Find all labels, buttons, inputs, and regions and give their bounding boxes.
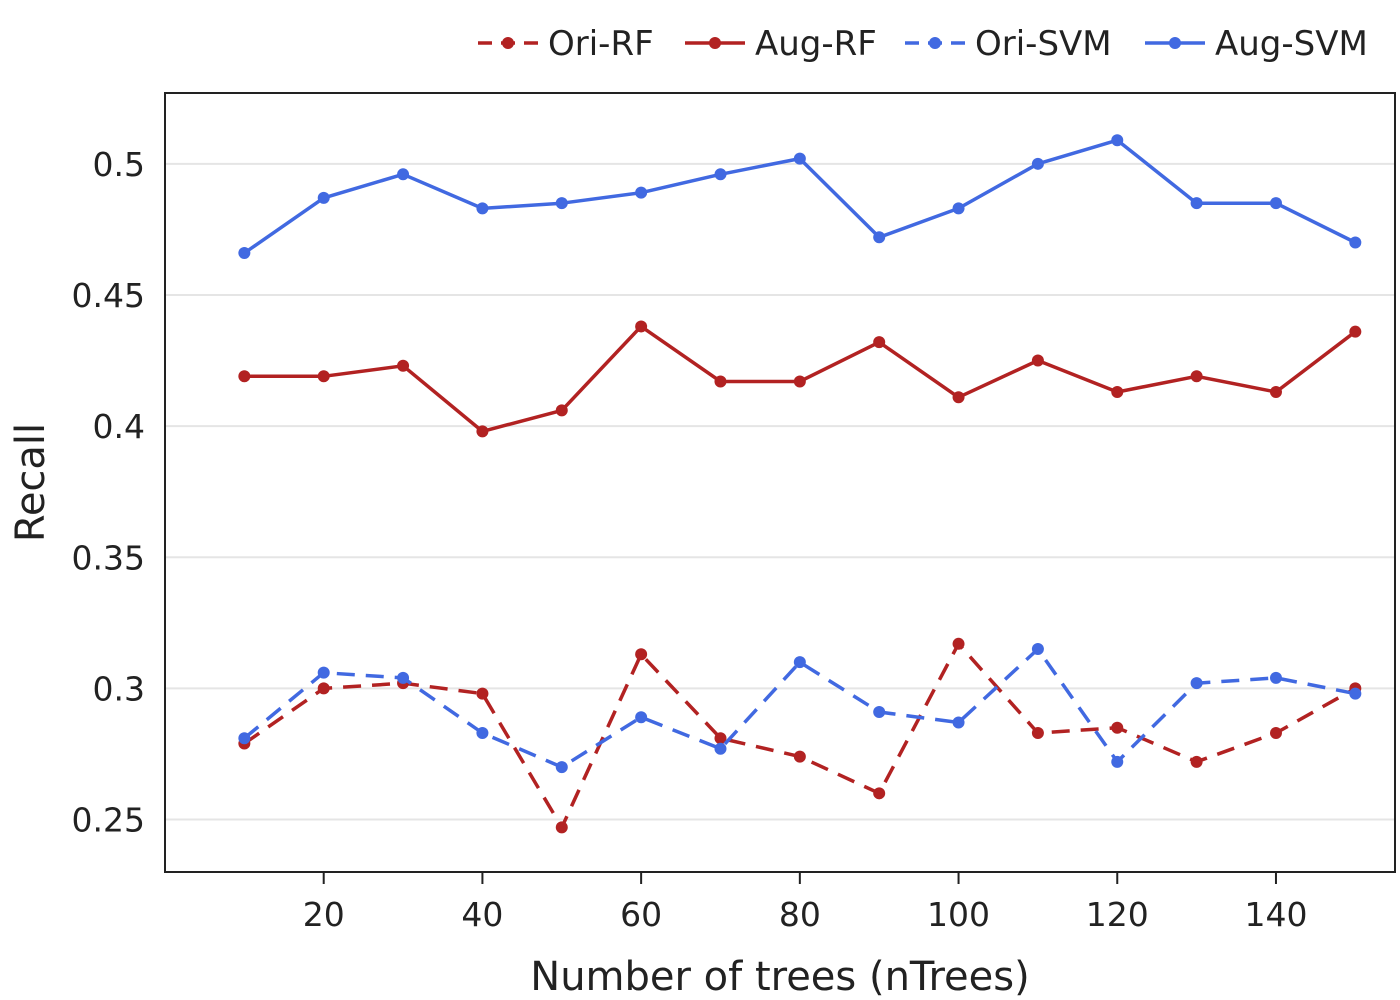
data-point-ori-rf [714, 732, 727, 745]
data-point-ori-svm [1190, 677, 1203, 690]
x-tick-label: 60 [620, 895, 662, 934]
legend-item-aug-svm: Aug-SVM [1145, 24, 1368, 64]
y-axis: 0.25 0.3 0.35 0.4 0.45 0.5 [72, 145, 145, 840]
data-point-ori-svm [476, 726, 489, 739]
data-point-ori-rf [873, 787, 886, 800]
data-point-ori-svm [555, 761, 568, 774]
series-aug-svm [238, 134, 1362, 259]
legend-item-ori-rf: Ori-RF [478, 24, 654, 64]
data-point-aug-rf [635, 320, 648, 333]
data-point-aug-svm [952, 202, 965, 215]
data-point-ori-svm [1269, 671, 1282, 684]
data-point-ori-rf [1269, 726, 1282, 739]
series-line-ori-rf [243, 642, 1357, 830]
data-point-ori-svm [714, 742, 727, 755]
series-aug-rf [238, 320, 1362, 438]
data-point-aug-rf [1349, 325, 1362, 338]
data-point-ori-svm [873, 706, 886, 719]
data-point-aug-svm [1349, 236, 1362, 249]
legend-marker-aug-svm [1169, 37, 1181, 49]
legend-label-ori-svm: Ori-SVM [975, 24, 1112, 64]
data-point-aug-rf [793, 375, 806, 388]
data-point-aug-svm [1269, 197, 1282, 210]
data-point-aug-svm [397, 168, 410, 181]
series-line-ori-svm [243, 647, 1356, 769]
x-tick-label: 120 [1086, 895, 1149, 934]
data-point-aug-svm [476, 202, 489, 215]
y-tick-label: 0.4 [93, 407, 145, 446]
data-point-ori-rf [476, 687, 489, 700]
legend-marker-ori-rf [502, 37, 514, 49]
x-tick-label: 20 [303, 895, 345, 934]
y-tick-label: 0.5 [93, 145, 145, 184]
y-tick-label: 0.25 [72, 801, 145, 840]
y-tick-label: 0.35 [72, 538, 145, 577]
series-layer [238, 134, 1362, 834]
data-point-aug-svm [793, 152, 806, 165]
data-point-aug-svm [1190, 197, 1203, 210]
data-point-aug-svm [1031, 157, 1044, 170]
data-point-aug-svm [238, 246, 251, 259]
legend-item-aug-rf: Aug-RF [685, 24, 877, 64]
data-point-aug-rf [714, 375, 727, 388]
plot-frame [164, 92, 1396, 873]
y-tick-label: 0.3 [93, 669, 145, 708]
y-tick-label: 0.45 [72, 276, 145, 315]
data-point-aug-svm [714, 168, 727, 181]
data-point-aug-rf [1111, 386, 1124, 399]
data-point-aug-rf [1190, 370, 1203, 383]
legend-label-aug-svm: Aug-SVM [1215, 24, 1368, 64]
data-point-ori-rf [1111, 721, 1124, 734]
data-point-ori-rf [555, 821, 568, 834]
x-tick-label: 100 [927, 895, 990, 934]
data-point-ori-rf [952, 637, 965, 650]
x-axis: 20 40 60 80 100 120 140 [303, 872, 1307, 934]
data-point-aug-rf [555, 404, 568, 417]
data-point-ori-svm [397, 671, 410, 684]
x-tick-label: 140 [1244, 895, 1307, 934]
data-point-aug-rf [397, 359, 410, 372]
data-point-aug-rf [317, 370, 330, 383]
data-point-ori-rf [1031, 726, 1044, 739]
data-point-aug-rf [1269, 386, 1282, 399]
data-point-aug-rf [952, 391, 965, 404]
data-point-aug-svm [317, 191, 330, 204]
data-point-aug-rf [873, 336, 886, 349]
data-point-ori-svm [1111, 755, 1124, 768]
data-point-ori-svm [1349, 687, 1362, 700]
data-point-ori-rf [635, 648, 648, 661]
legend-marker-ori-svm [929, 37, 941, 49]
data-point-ori-rf [1190, 755, 1203, 768]
data-point-aug-svm [873, 231, 886, 244]
x-tick-label: 40 [461, 895, 503, 934]
data-point-ori-svm [238, 732, 251, 745]
legend-marker-aug-rf [709, 37, 721, 49]
legend-item-ori-svm: Ori-SVM [905, 24, 1112, 64]
data-point-aug-rf [476, 425, 489, 438]
grid-lines [165, 162, 1395, 821]
data-point-ori-svm [1031, 643, 1044, 656]
x-tick-label: 80 [779, 895, 821, 934]
data-point-aug-svm [555, 197, 568, 210]
legend-label-aug-rf: Aug-RF [755, 24, 877, 64]
data-point-ori-svm [635, 711, 648, 724]
data-point-ori-svm [952, 716, 965, 729]
data-point-aug-rf [238, 370, 251, 383]
legend: Ori-RF Aug-RF Ori-SVM Aug-SVM [478, 24, 1368, 64]
series-ori-svm [238, 643, 1362, 774]
data-point-ori-rf [317, 682, 330, 695]
y-axis-title: Recall [8, 423, 54, 542]
x-axis-title: Number of trees (nTrees) [530, 954, 1029, 1000]
data-point-ori-svm [793, 656, 806, 669]
legend-label-ori-rf: Ori-RF [548, 24, 654, 64]
data-point-aug-svm [1111, 134, 1124, 147]
data-point-ori-svm [317, 666, 330, 679]
data-point-ori-rf [793, 750, 806, 763]
data-point-aug-rf [1031, 354, 1044, 367]
data-point-aug-svm [635, 186, 648, 199]
